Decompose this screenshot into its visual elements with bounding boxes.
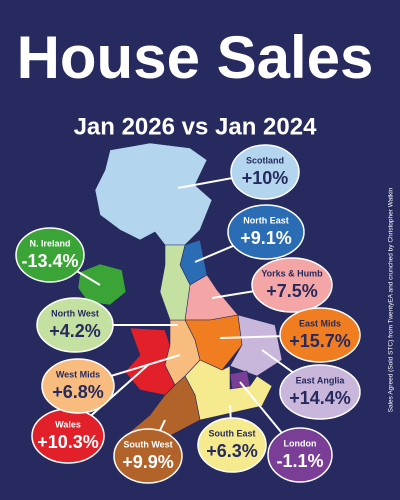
source-note: Sales Agreed (Sold STC) from TwentyEA an… bbox=[388, 187, 395, 412]
region-bubble bbox=[251, 257, 333, 313]
region-change: +6.3% bbox=[206, 441, 258, 461]
region-bubble bbox=[113, 428, 183, 484]
region-name: South West bbox=[123, 439, 172, 449]
region-bubble bbox=[230, 144, 300, 200]
region-bubble bbox=[197, 417, 267, 473]
title: House Sales bbox=[17, 24, 374, 91]
region-bubble bbox=[279, 307, 361, 363]
subtitle: Jan 2026 vs Jan 2024 bbox=[74, 113, 318, 140]
region-name: N. Ireland bbox=[29, 238, 70, 248]
region-name: London bbox=[284, 438, 317, 448]
region-change: +10% bbox=[242, 168, 289, 188]
region-shape bbox=[124, 327, 176, 396]
region-name: North East bbox=[243, 215, 289, 225]
region-change: +9.1% bbox=[240, 228, 292, 248]
region-name: North West bbox=[51, 308, 99, 318]
region-change: +6.8% bbox=[52, 382, 104, 402]
region-bubble bbox=[227, 204, 305, 260]
region-change: +9.9% bbox=[122, 452, 174, 472]
region-bubble bbox=[267, 427, 333, 483]
region-change: +15.7% bbox=[289, 331, 351, 351]
region-name: Yorks & Humb bbox=[261, 268, 323, 278]
region-change: +14.4% bbox=[289, 388, 351, 408]
region-name: Wales bbox=[55, 419, 81, 429]
region-name: West Mids bbox=[56, 369, 100, 379]
region-shape bbox=[164, 319, 201, 386]
region-change: -13.4% bbox=[21, 251, 78, 271]
bubbles: Scotland +10% North East +9.1% Yorks & Humb +… bbox=[15, 144, 361, 484]
region-change: -1.1% bbox=[276, 451, 323, 471]
region-name: Scotland bbox=[246, 155, 284, 165]
region-bubble bbox=[15, 227, 85, 283]
region-change: +10.3% bbox=[37, 432, 99, 452]
region-change: +4.2% bbox=[49, 321, 101, 341]
region-shape bbox=[159, 244, 191, 321]
region-name: South East bbox=[208, 428, 255, 438]
region-bubble bbox=[36, 297, 114, 353]
region-bubble bbox=[41, 358, 115, 414]
region-change: +7.5% bbox=[266, 281, 318, 301]
region-shape bbox=[77, 263, 127, 306]
region-name: East Mids bbox=[299, 318, 341, 328]
region-name: East Anglia bbox=[296, 375, 346, 385]
region-bubble bbox=[279, 364, 361, 420]
